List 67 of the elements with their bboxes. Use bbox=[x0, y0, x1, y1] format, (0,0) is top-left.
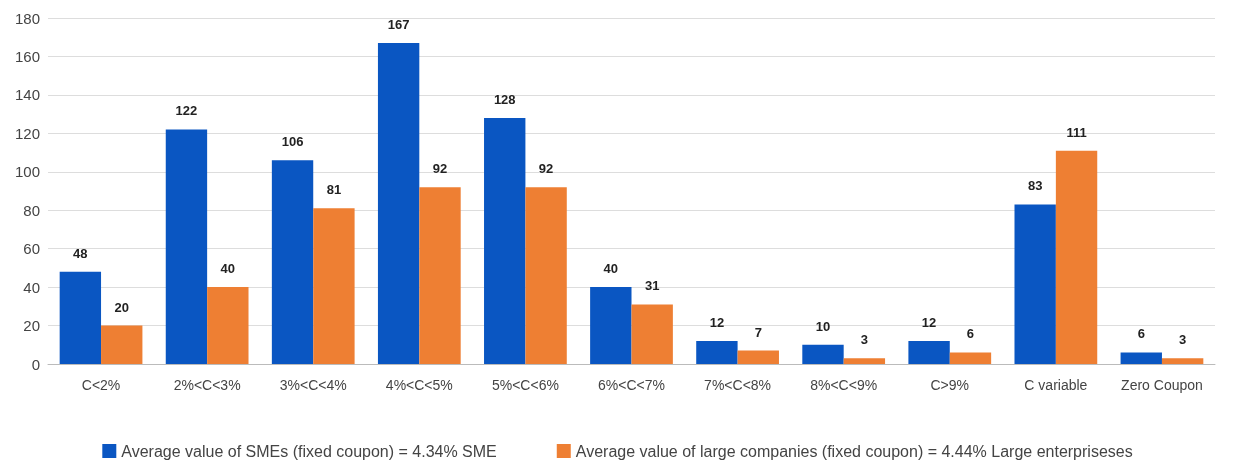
data-label: 48 bbox=[73, 245, 88, 261]
bar bbox=[1014, 204, 1056, 364]
data-label: 111 bbox=[1066, 124, 1087, 140]
bar bbox=[908, 340, 950, 364]
x-tick-label: 8%<C<9% bbox=[810, 377, 878, 393]
data-label: 3 bbox=[860, 332, 868, 348]
data-label: 12 bbox=[709, 314, 725, 330]
bar bbox=[1055, 150, 1098, 364]
bar bbox=[696, 340, 738, 364]
data-label: 31 bbox=[644, 278, 660, 294]
data-label: 10 bbox=[815, 318, 831, 334]
data-label: 128 bbox=[493, 91, 516, 107]
bar bbox=[419, 187, 461, 364]
bar bbox=[165, 129, 208, 364]
x-tick-label: C variable bbox=[1024, 377, 1088, 393]
bar bbox=[631, 304, 673, 364]
data-label: 6 bbox=[966, 326, 975, 342]
data-label: 3 bbox=[1179, 332, 1187, 348]
data-label: 106 bbox=[281, 134, 304, 150]
bar bbox=[207, 287, 249, 364]
data-label: 122 bbox=[175, 103, 198, 119]
y-tick-label: 160 bbox=[14, 47, 40, 65]
bar bbox=[1161, 358, 1204, 364]
x-tick-label: 3%<C<4% bbox=[279, 377, 347, 393]
bar bbox=[802, 344, 844, 364]
data-label: 83 bbox=[1027, 178, 1043, 194]
x-tick-label: 4%<C<5% bbox=[385, 377, 453, 393]
y-tick-label: 60 bbox=[23, 240, 40, 258]
legend-label: Average value of large companies (fixed coupon) = 4.44% Large enterpriseses bbox=[575, 442, 1133, 460]
x-tick-label: C<2% bbox=[81, 377, 121, 393]
data-label: 167 bbox=[387, 16, 410, 32]
data-label: 92 bbox=[432, 161, 448, 177]
y-tick-label: 120 bbox=[14, 124, 40, 142]
data-label: 40 bbox=[220, 261, 236, 277]
bar bbox=[525, 187, 567, 364]
bar bbox=[271, 160, 314, 364]
y-tick-label: 180 bbox=[14, 9, 40, 27]
bar bbox=[313, 208, 355, 364]
data-label: 92 bbox=[538, 161, 554, 177]
legend-label: Average value of SMEs (fixed coupon) = 4.34% SME bbox=[121, 442, 497, 460]
data-label: 20 bbox=[114, 299, 129, 315]
bar bbox=[843, 358, 886, 364]
x-tick-label: C>9% bbox=[930, 377, 970, 393]
y-tick-label: 0 bbox=[31, 355, 40, 373]
x-tick-label: Zero Coupon bbox=[1121, 377, 1203, 393]
x-tick-label: 6%<C<7% bbox=[598, 377, 665, 393]
y-tick-label: 80 bbox=[23, 201, 40, 219]
bar bbox=[59, 271, 102, 364]
bar bbox=[377, 42, 420, 364]
bar bbox=[1120, 352, 1162, 364]
data-label: 7 bbox=[754, 324, 762, 340]
y-tick-label: 100 bbox=[14, 163, 40, 181]
x-tick-label: 2%<C<3% bbox=[173, 377, 241, 393]
data-label: 12 bbox=[921, 314, 937, 330]
bar bbox=[101, 325, 143, 364]
bar bbox=[484, 117, 526, 364]
data-label: 40 bbox=[603, 261, 619, 277]
y-tick-label: 40 bbox=[23, 278, 40, 296]
bar bbox=[737, 350, 779, 364]
data-label: 81 bbox=[326, 182, 342, 198]
x-tick-label: 5%<C<6% bbox=[491, 377, 559, 393]
y-tick-label: 140 bbox=[14, 86, 40, 104]
bar bbox=[949, 352, 992, 364]
x-tick-label: 7%<C<8% bbox=[704, 377, 772, 393]
bar bbox=[590, 287, 632, 364]
y-tick-label: 20 bbox=[23, 317, 40, 335]
data-label: 6 bbox=[1137, 326, 1145, 342]
